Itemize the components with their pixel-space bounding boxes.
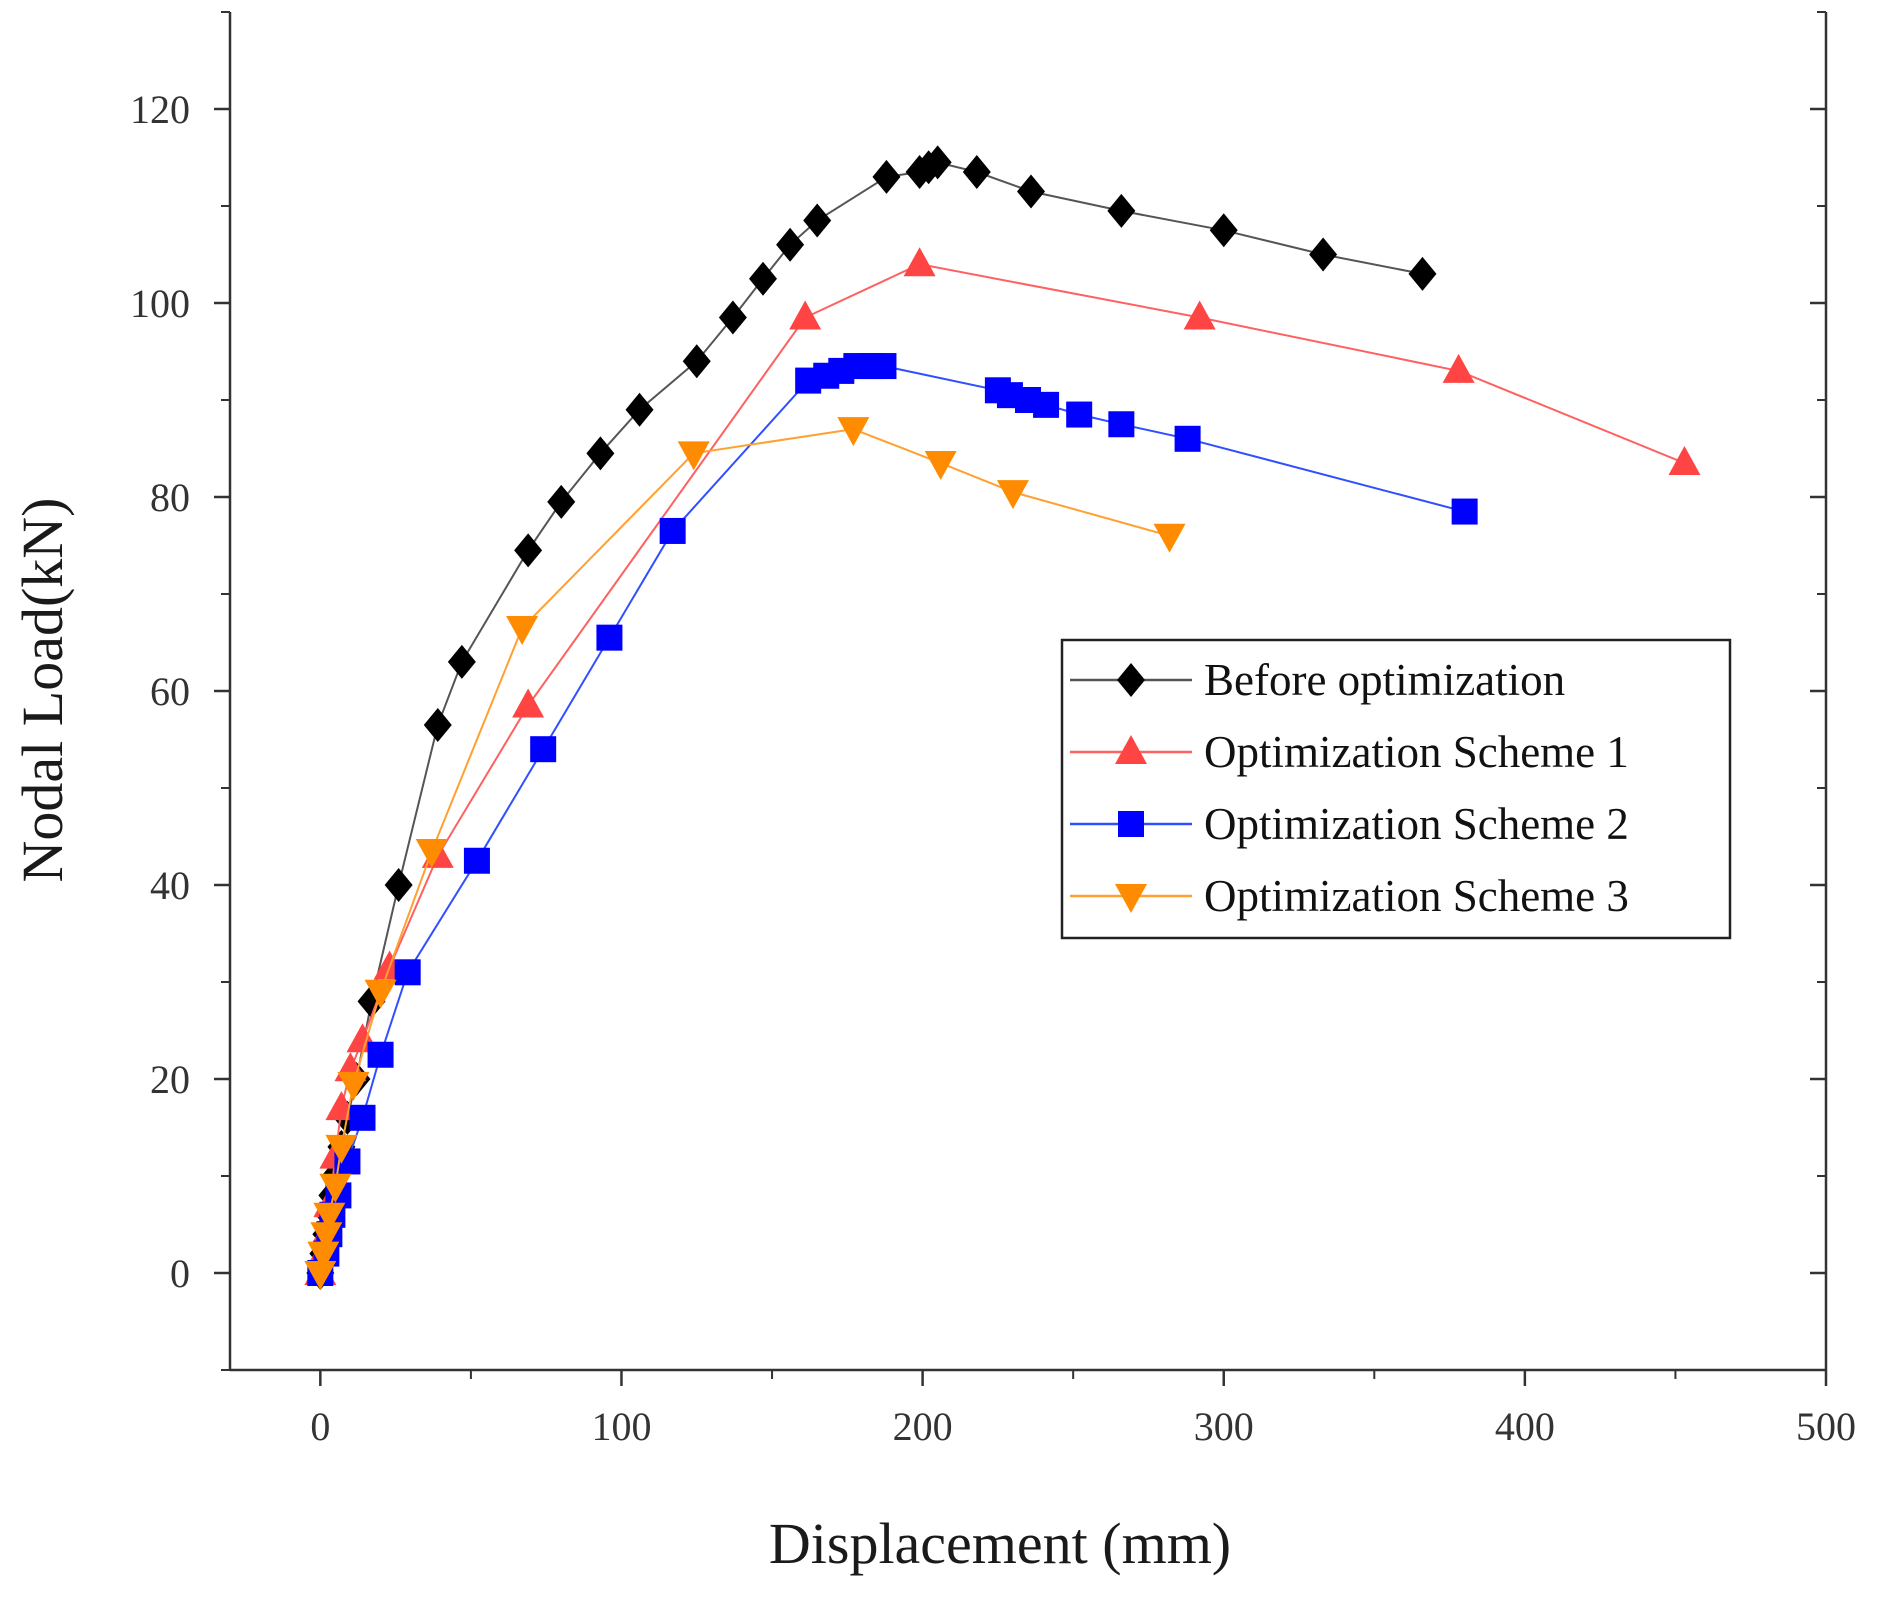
x-tick-label: 0 — [310, 1404, 330, 1449]
x-tick-label: 300 — [1194, 1404, 1254, 1449]
legend-label: Optimization Scheme 1 — [1204, 727, 1629, 777]
data-point — [837, 417, 870, 447]
data-point — [514, 533, 543, 568]
data-point — [924, 451, 957, 481]
data-point — [310, 1222, 343, 1252]
legend-item-2: Optimization Scheme 1 — [1070, 727, 1629, 777]
data-point — [903, 247, 936, 277]
data-point — [718, 300, 747, 335]
data-point — [923, 145, 952, 180]
data-point — [677, 441, 710, 471]
data-point — [1174, 425, 1201, 452]
data-point — [304, 1261, 337, 1290]
legend-label: Optimization Scheme 3 — [1204, 871, 1629, 921]
data-point — [307, 1241, 340, 1271]
data-point — [1107, 193, 1136, 228]
data-point — [423, 707, 452, 742]
y-tick-label: 20 — [150, 1057, 190, 1102]
legend: Before optimization Optimization Scheme 1… — [1060, 638, 1732, 940]
data-point — [415, 839, 448, 869]
legend-item-1: Before optimization — [1070, 655, 1565, 705]
data-point — [789, 300, 822, 330]
legend-marker — [1117, 663, 1145, 697]
data-point — [325, 1091, 358, 1121]
data-point — [659, 517, 686, 544]
data-point — [803, 203, 832, 238]
data-point — [1408, 256, 1437, 291]
data-point — [530, 736, 557, 763]
legend-marker — [1115, 735, 1147, 764]
x-tick-label: 400 — [1495, 1404, 1555, 1449]
data-point — [962, 155, 991, 190]
series-line — [319, 428, 1170, 1274]
data-point — [749, 261, 778, 296]
y-tick-label: 0 — [170, 1251, 190, 1296]
data-point — [1033, 391, 1060, 418]
data-point — [367, 1041, 394, 1068]
data-point — [1668, 446, 1701, 476]
data-point — [996, 480, 1029, 510]
data-point — [394, 959, 421, 986]
legend-marker — [1115, 884, 1147, 913]
data-point — [625, 392, 654, 427]
legend-item-3: Optimization Scheme 2 — [1070, 799, 1629, 849]
x-tick-label: 100 — [591, 1404, 651, 1449]
data-point — [319, 1173, 352, 1203]
data-point — [313, 1202, 346, 1232]
y-tick-label: 40 — [150, 863, 190, 908]
axes: 0 100 200 300 400 500 0 20 40 60 80 100 120 — [130, 11, 1856, 1449]
data-point — [776, 227, 805, 262]
y-tick-label: 60 — [150, 669, 190, 714]
data-point — [325, 1134, 358, 1164]
y-tick-label: 100 — [130, 281, 190, 326]
data-point — [512, 688, 545, 718]
data-point — [1209, 213, 1238, 248]
legend-item-4: Optimization Scheme 3 — [1070, 871, 1629, 921]
data-point — [870, 353, 897, 380]
y-tick-label: 80 — [150, 475, 190, 520]
series-4 — [304, 417, 1186, 1290]
series-layer — [304, 145, 1701, 1290]
data-point — [337, 1071, 370, 1101]
data-point — [1309, 237, 1338, 272]
data-point — [447, 644, 476, 679]
data-point — [506, 615, 539, 645]
data-point — [596, 624, 623, 651]
data-point — [1066, 401, 1093, 428]
data-point — [1183, 300, 1216, 330]
data-point — [1153, 523, 1186, 553]
data-point — [1017, 174, 1046, 209]
x-tick-label: 200 — [893, 1404, 953, 1449]
legend-box — [1060, 638, 1732, 940]
data-point — [1108, 411, 1135, 438]
x-axis-title: Displacement (mm) — [769, 1511, 1231, 1576]
data-point — [872, 159, 901, 194]
data-point — [1451, 498, 1478, 525]
data-point — [349, 1104, 376, 1131]
x-tick-label: 500 — [1796, 1404, 1856, 1449]
data-point — [384, 868, 413, 902]
data-point — [1442, 353, 1475, 383]
data-point — [682, 344, 711, 379]
y-axis-title: Nodal Load(kN) — [10, 498, 75, 883]
y-tick-label: 120 — [130, 87, 190, 132]
legend-label: Before optimization — [1204, 655, 1565, 705]
legend-label: Optimization Scheme 2 — [1204, 799, 1629, 849]
data-point — [463, 847, 490, 874]
data-point — [364, 979, 397, 1009]
data-point — [586, 436, 615, 471]
data-point — [547, 484, 576, 519]
legend-marker — [1118, 811, 1144, 837]
